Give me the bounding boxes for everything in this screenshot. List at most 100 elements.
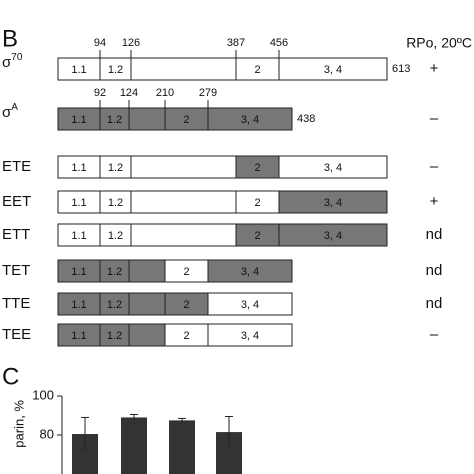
domain-bar: 1.1 1.2 2 3, 4 (57, 292, 293, 316)
y-tick-label: 100 (32, 387, 54, 402)
segment-label: 1.2 (108, 197, 123, 209)
y-axis-label: parin, % (11, 400, 26, 448)
segment-label: 1.2 (107, 114, 122, 126)
segment-label: 2 (254, 230, 260, 242)
row-name: σA (2, 102, 18, 121)
segment-label: 3, 4 (241, 299, 259, 311)
length-label: 613 (392, 63, 410, 75)
rpo-result: + (430, 60, 439, 77)
bar (121, 417, 147, 474)
segment-label: 1.2 (108, 162, 123, 174)
segment-label: 1.1 (71, 114, 86, 126)
row-name-sup: 70 (11, 52, 23, 63)
segment-label: 2 (254, 162, 260, 174)
segment-label: 2 (183, 266, 189, 278)
error-bar (130, 414, 138, 421)
rpo-result: nd (426, 226, 443, 243)
domain-segment (207, 323, 293, 347)
domain-bar: 1.1 1.2 2 3, 4 (57, 107, 293, 131)
domain-bar: 1.1 1.2 2 3, 4 (57, 190, 388, 214)
domain-bar: 1.1 1.2 2 3, 4 (57, 57, 388, 81)
residue-number: 279 (199, 87, 217, 99)
row-name-base: ETT (2, 226, 30, 243)
row-name-base: TTE (2, 295, 30, 312)
segment-label: 3, 4 (241, 266, 259, 278)
row-name-base: ETE (2, 158, 31, 175)
length-label: 438 (297, 113, 315, 125)
domain-segment (278, 57, 388, 81)
segment-label: 2 (183, 114, 189, 126)
segment-label: 3, 4 (324, 230, 342, 242)
error-bar (81, 416, 89, 451)
domain-segment (207, 107, 293, 131)
domain-segment (128, 292, 166, 316)
panel-label: C (2, 363, 19, 390)
segment-label: 1.1 (71, 330, 86, 342)
residue-number: 94 (94, 37, 106, 49)
residue-number: 126 (122, 37, 140, 49)
domain-segment (130, 57, 237, 81)
domain-bar: 1.1 1.2 2 3, 4 (57, 259, 293, 283)
segment-label: 1.1 (71, 299, 86, 311)
segment-label: 1.1 (71, 266, 86, 278)
segment-label: 1.1 (71, 197, 86, 209)
row-name: EET (2, 193, 31, 210)
domain-segment (128, 323, 166, 347)
row-name: ETT (2, 226, 30, 243)
error-bar (178, 417, 186, 423)
domain-segment (128, 107, 166, 131)
domain-segment (278, 190, 388, 214)
error-bar (225, 415, 233, 448)
segment-label: 3, 4 (324, 197, 342, 209)
row-name: TTE (2, 295, 30, 312)
segment-label: 3, 4 (324, 162, 342, 174)
segment-label: 1.2 (107, 299, 122, 311)
segment-label: 1.1 (71, 230, 86, 242)
domain-segment (128, 259, 166, 283)
row-name-sup: A (11, 102, 18, 113)
row-name-base: EET (2, 193, 31, 210)
column-header: RPo, 20ºC (406, 35, 472, 51)
segment-label: 3, 4 (324, 64, 342, 76)
segment-label: 3, 4 (241, 114, 259, 126)
domain-bar: 1.1 1.2 2 3, 4 (57, 223, 388, 247)
row-name-base: TET (2, 262, 30, 279)
residue-number: 124 (120, 87, 138, 99)
segment-label: 2 (183, 330, 189, 342)
domain-segment (207, 292, 293, 316)
domain-segment (130, 155, 237, 179)
segment-label: 2 (254, 64, 260, 76)
segment-label: 2 (183, 299, 189, 311)
row-name: TEE (2, 326, 31, 343)
row-name: σ70 (2, 52, 23, 71)
rpo-result: nd (426, 295, 443, 312)
row-name: TET (2, 262, 30, 279)
row-name-base: σ (2, 104, 12, 121)
domain-segment (207, 259, 293, 283)
segment-label: 1.2 (108, 64, 123, 76)
residue-number: 456 (270, 37, 288, 49)
segment-label: 1.1 (71, 162, 86, 174)
bar (169, 420, 195, 474)
domain-segment (130, 190, 237, 214)
segment-label: 1.2 (108, 230, 123, 242)
segment-label: 1.2 (107, 330, 122, 342)
segment-label: 1.2 (107, 266, 122, 278)
segment-label: 2 (254, 197, 260, 209)
domain-segment (130, 223, 237, 247)
rpo-result: – (430, 158, 439, 175)
domain-bar: 1.1 1.2 2 3, 4 (57, 155, 388, 179)
residue-number: 210 (156, 87, 174, 99)
rpo-result: – (430, 326, 439, 343)
domain-segment (278, 223, 388, 247)
rpo-result: – (430, 110, 439, 127)
segment-label: 3, 4 (241, 330, 259, 342)
y-tick-label: 80 (40, 426, 54, 441)
row-name-base: TEE (2, 326, 31, 343)
panel-label: B (2, 25, 18, 52)
rpo-result: + (430, 193, 439, 210)
segment-label: 1.1 (71, 64, 86, 76)
domain-segment (278, 155, 388, 179)
row-name: ETE (2, 158, 31, 175)
